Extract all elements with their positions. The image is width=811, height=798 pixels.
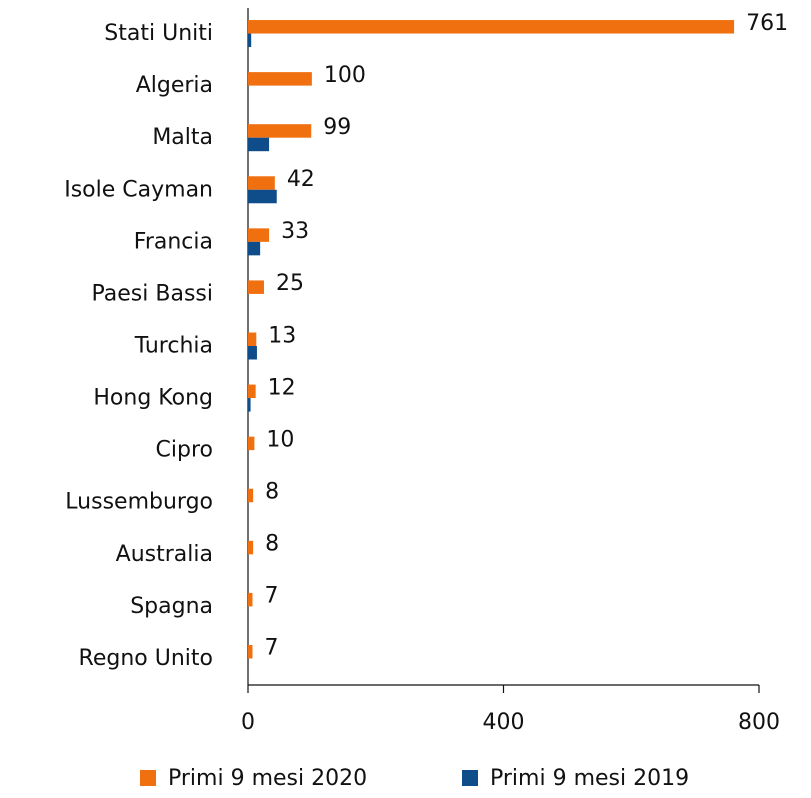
- bar: [248, 384, 256, 399]
- bar: [248, 644, 253, 659]
- legend-swatch: [140, 770, 156, 786]
- bar: [248, 189, 277, 204]
- x-tick-label: 800: [738, 710, 780, 735]
- y-tick-label: Stati Uniti: [104, 21, 213, 46]
- y-tick-label: Australia: [116, 542, 213, 567]
- bar: [248, 398, 251, 412]
- value-label: 33: [281, 219, 309, 244]
- bar: [248, 228, 270, 242]
- y-tick-label: Malta: [152, 125, 213, 150]
- value-label: 10: [266, 427, 294, 452]
- x-tick-label: 0: [241, 710, 255, 735]
- bar: [248, 124, 312, 138]
- value-label: 8: [265, 532, 279, 557]
- legend-swatch: [462, 770, 478, 786]
- y-tick-label: Cipro: [156, 438, 213, 463]
- value-label: 100: [324, 63, 366, 88]
- bar: [248, 436, 255, 451]
- y-tick-label: Francia: [134, 229, 213, 254]
- x-tick-label: 400: [483, 710, 525, 735]
- value-label: 7: [264, 636, 278, 661]
- y-tick-label: Isole Cayman: [64, 177, 213, 202]
- value-label: 8: [265, 479, 279, 504]
- bar: [248, 332, 257, 346]
- bar: [248, 592, 253, 607]
- bar: [248, 346, 257, 360]
- bar: [248, 72, 312, 86]
- value-label: 7: [264, 584, 278, 609]
- legend-label: Primi 9 mesi 2019: [490, 766, 689, 791]
- y-tick-label: Paesi Bassi: [92, 281, 213, 306]
- y-tick-label: Lussemburgo: [65, 490, 213, 515]
- bar: [248, 488, 254, 503]
- value-label: 25: [276, 271, 304, 296]
- bar: [248, 137, 270, 152]
- value-label: 761: [746, 11, 788, 36]
- bar: [248, 540, 254, 555]
- bar: [248, 241, 261, 256]
- y-tick-label: Turchia: [134, 334, 213, 359]
- bar: [248, 20, 735, 34]
- value-label: 13: [268, 323, 296, 348]
- legend-label: Primi 9 mesi 2020: [168, 766, 367, 791]
- bar: [248, 33, 252, 48]
- y-tick-label: Algeria: [136, 73, 213, 98]
- y-tick-label: Spagna: [130, 594, 213, 619]
- y-tick-label: Regno Unito: [79, 646, 213, 671]
- bar: [248, 176, 275, 190]
- value-label: 99: [323, 115, 351, 140]
- value-label: 12: [268, 375, 296, 400]
- y-tick-label: Hong Kong: [93, 386, 213, 411]
- bar: [248, 280, 264, 294]
- value-label: 42: [287, 167, 315, 192]
